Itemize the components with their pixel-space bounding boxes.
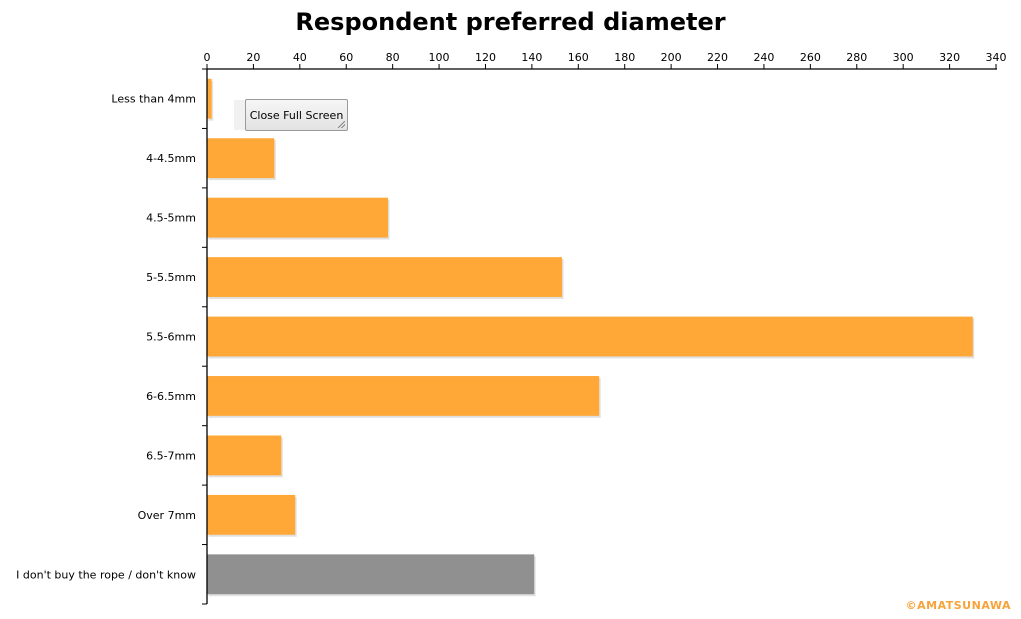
category-label: Over 7mm (138, 509, 196, 522)
bar-6 (207, 376, 600, 416)
category-label: 5-5.5mm (146, 271, 196, 284)
resize-grip-icon (338, 121, 345, 128)
x-tick-label: 220 (707, 51, 728, 64)
x-tick-label: 0 (204, 51, 211, 64)
axis-layer: Less than 4mm 4-4.5mm 4.5-5mm 5-5.5mm 5.5-6m… (16, 51, 1007, 605)
bar-2 (207, 138, 275, 179)
category-label: 6-6.5mm (146, 390, 196, 403)
x-tick-label: 80 (386, 51, 400, 64)
chart-title: Respondent preferred diameter (295, 8, 726, 36)
x-tick-label: 300 (893, 51, 914, 64)
bar-5 (207, 316, 973, 357)
x-tick-label: 340 (986, 51, 1007, 64)
x-tick-label: 120 (475, 51, 496, 64)
bar-1 (207, 78, 212, 119)
bar-3 (207, 197, 389, 238)
x-tick-label: 140 (521, 51, 542, 64)
x-tick-label: 320 (939, 51, 960, 64)
bar-8 (207, 494, 296, 535)
bar-9 (207, 554, 535, 595)
x-tick-label: 40 (293, 51, 307, 64)
category-label: Less than 4mm (111, 93, 196, 106)
category-label: 6.5-7mm (146, 449, 196, 462)
bar-4 (207, 257, 563, 297)
x-tick-label: 260 (800, 51, 821, 64)
x-tick-label: 20 (246, 51, 260, 64)
x-tick-label: 200 (661, 51, 682, 64)
watermark: ©AMATSUNAWA (905, 599, 1011, 612)
x-tick-label: 100 (429, 51, 450, 64)
x-tick-label: 280 (846, 51, 867, 64)
x-tick-label: 240 (753, 51, 774, 64)
close-full-screen-label: Close Full Screen (249, 108, 344, 122)
close-full-screen-button[interactable]: Close Full Screen (245, 99, 348, 131)
category-label: 4-4.5mm (146, 152, 196, 165)
bar-7 (207, 435, 282, 476)
category-label: 5.5-6mm (146, 331, 196, 344)
category-label: I don't buy the rope / don't know (16, 568, 196, 581)
x-tick-label: 160 (568, 51, 589, 64)
x-tick-label: 180 (614, 51, 635, 64)
x-tick-label: 60 (339, 51, 353, 64)
category-label: 4.5-5mm (146, 212, 196, 225)
bars-layer (207, 78, 975, 597)
